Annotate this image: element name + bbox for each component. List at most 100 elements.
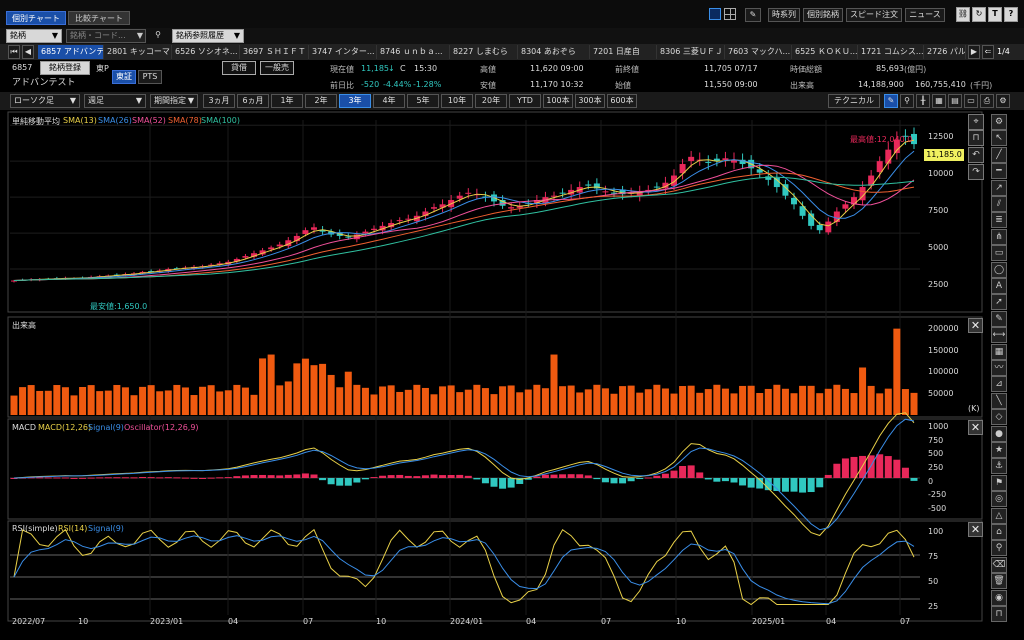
symbol-search-input[interactable]: 銘柄・コード... ▼ xyxy=(66,29,146,43)
next-page-icon[interactable]: ▶ xyxy=(968,45,980,59)
stock-tab[interactable]: 3747 インター... xyxy=(309,45,377,59)
print-icon[interactable]: ⎙ xyxy=(980,94,994,108)
stock-tab[interactable]: 6525 ＫＯＫＵ... xyxy=(792,45,858,59)
stock-tab[interactable]: 3697 ＳＨＩＦＴ xyxy=(240,45,309,59)
h-line-icon[interactable]: ━ xyxy=(991,163,1007,180)
lock-tool-icon[interactable]: ⊓ xyxy=(991,606,1007,622)
range-button[interactable]: 6ヵ月 xyxy=(237,94,269,108)
technical-button[interactable]: テクニカル xyxy=(828,94,880,108)
flag-icon[interactable]: ⚑ xyxy=(991,474,1007,491)
range-button[interactable]: YTD xyxy=(509,94,541,108)
tab-compare-chart[interactable]: 比較チャート xyxy=(68,11,130,25)
zoom-icon[interactable]: ⚲ xyxy=(900,94,914,108)
document-icon[interactable]: ▤ xyxy=(948,94,962,108)
settings-icon[interactable]: ⚙ xyxy=(991,114,1007,130)
undo-icon[interactable]: ↶ xyxy=(968,147,984,163)
shape-icon[interactable]: ◇ xyxy=(991,409,1007,426)
first-page-icon[interactable]: ⏮ xyxy=(8,45,20,59)
range-button[interactable]: 4年 xyxy=(373,94,405,108)
range-select[interactable]: 期間指定 ▼ xyxy=(150,94,198,108)
candle-icon[interactable]: ╫ xyxy=(916,94,930,108)
cursor-icon[interactable]: ↖ xyxy=(991,130,1007,147)
range-button[interactable]: 600本 xyxy=(607,94,637,108)
prev-page-icon[interactable]: ◀ xyxy=(22,45,34,59)
grid-icon[interactable]: ▦ xyxy=(932,94,946,108)
eye-icon[interactable]: ◉ xyxy=(991,589,1007,606)
range-button[interactable]: 3年 xyxy=(339,94,371,108)
pitchfork-icon[interactable]: ⋔ xyxy=(991,228,1007,245)
text-icon[interactable]: A xyxy=(991,278,1007,294)
circle-icon[interactable]: ● xyxy=(991,425,1007,442)
period-type-select[interactable]: 週足 ▼ xyxy=(84,94,146,108)
symbol-dropdown[interactable]: 銘柄 ▼ xyxy=(6,29,62,43)
ellipse-icon[interactable]: ◯ xyxy=(991,261,1007,278)
time-series-button[interactable]: 時系列 xyxy=(768,8,800,22)
range-button[interactable]: 20年 xyxy=(475,94,507,108)
symbol-history-dropdown[interactable]: 銘柄参照履歴 ▼ xyxy=(172,29,244,43)
link-icon[interactable]: ⛓ xyxy=(956,7,970,22)
text-icon[interactable]: T xyxy=(988,7,1002,22)
trend-icon[interactable]: ╲ xyxy=(991,392,1007,409)
news-button[interactable]: ニュース xyxy=(905,8,945,22)
ray-icon[interactable]: ↗ xyxy=(991,179,1007,196)
range-button[interactable]: 2年 xyxy=(305,94,337,108)
speed-order-button[interactable]: スピード注文 xyxy=(846,8,902,22)
stock-tab[interactable]: 8227 しまむら xyxy=(450,45,518,59)
wave-icon[interactable]: 〰 xyxy=(991,360,1007,376)
stock-tab[interactable]: 8304 あおぞら xyxy=(518,45,590,59)
arrow-icon[interactable]: ➚ xyxy=(991,294,1007,311)
range-button[interactable]: 3ヵ月 xyxy=(203,94,235,108)
lock-icon[interactable]: ⊓ xyxy=(968,130,984,146)
crosshair-icon[interactable]: ⌖ xyxy=(968,114,984,130)
close-macd-panel-icon[interactable]: ✕ xyxy=(968,420,983,435)
range-button[interactable]: 10年 xyxy=(441,94,473,108)
rect-icon[interactable]: ▭ xyxy=(991,245,1007,262)
folder-icon[interactable]: ▭ xyxy=(964,94,978,108)
triangle-icon[interactable]: △ xyxy=(991,507,1007,524)
range-button[interactable]: 1年 xyxy=(271,94,303,108)
close-rsi-panel-icon[interactable]: ✕ xyxy=(968,522,983,537)
range-button[interactable]: 300本 xyxy=(575,94,605,108)
measure-icon[interactable]: ⟷ xyxy=(991,327,1007,344)
layout-grid-icon[interactable] xyxy=(724,8,736,20)
help-icon[interactable]: ? xyxy=(1004,7,1018,22)
stock-tab[interactable]: 2801 キッコーマン xyxy=(104,45,172,59)
stock-tab[interactable]: 6526 ソシオネ... xyxy=(172,45,240,59)
back-icon[interactable]: ⇐ xyxy=(982,45,994,59)
stock-tab[interactable]: 1721 コムシス... xyxy=(858,45,924,59)
stock-tab[interactable]: 6857 アドバンテ... xyxy=(38,45,104,59)
eraser-icon[interactable]: ⌫ xyxy=(991,556,1007,573)
stock-tab[interactable]: 7603 マックハ... xyxy=(725,45,792,59)
range-button[interactable]: 5年 xyxy=(407,94,439,108)
grid-fib-icon[interactable]: ▦ xyxy=(991,343,1007,360)
star-icon[interactable]: ★ xyxy=(991,442,1007,458)
gann-icon[interactable]: ⊿ xyxy=(991,376,1007,393)
individual-stock-button[interactable]: 個別銘柄 xyxy=(803,8,843,22)
range-button[interactable]: 100本 xyxy=(543,94,573,108)
label-icon[interactable]: ⌂ xyxy=(991,524,1007,540)
settings-icon[interactable]: ⚙ xyxy=(996,94,1010,108)
refresh-icon[interactable]: ↻ xyxy=(972,7,986,22)
chart-type-select[interactable]: ローソク足 ▼ xyxy=(10,94,80,108)
search-icon[interactable]: ⚲ xyxy=(155,30,161,39)
brush-icon[interactable]: ✎ xyxy=(991,310,1007,327)
pen-icon[interactable]: ✎ xyxy=(745,8,761,22)
fib-icon[interactable]: ≣ xyxy=(991,212,1007,229)
register-stock-button[interactable]: 銘柄登録 xyxy=(40,61,90,75)
exchange-tse-button[interactable]: 東証 xyxy=(112,70,136,84)
pin-icon[interactable]: ⚲ xyxy=(991,540,1007,557)
trash-icon[interactable]: 🗑 xyxy=(991,573,1007,590)
layout-single-icon[interactable] xyxy=(709,8,721,20)
line-icon[interactable]: ╱ xyxy=(991,146,1007,163)
stock-tab[interactable]: 8746 ｕｎｂａ... xyxy=(377,45,450,59)
chart-area[interactable] xyxy=(0,110,990,630)
redo-icon[interactable]: ↷ xyxy=(968,164,984,180)
anchor-icon[interactable]: ⚓ xyxy=(991,458,1007,475)
stock-tab[interactable]: 7201 日産自 xyxy=(590,45,657,59)
stock-tab[interactable]: 2726 パル xyxy=(924,45,966,59)
tab-individual-chart[interactable]: 個別チャート xyxy=(6,11,66,25)
close-volume-panel-icon[interactable]: ✕ xyxy=(968,318,983,333)
channel-icon[interactable]: ⫽ xyxy=(991,196,1007,212)
cycle-icon[interactable]: ◎ xyxy=(991,491,1007,508)
draw-pen-icon[interactable]: ✎ xyxy=(884,94,898,108)
